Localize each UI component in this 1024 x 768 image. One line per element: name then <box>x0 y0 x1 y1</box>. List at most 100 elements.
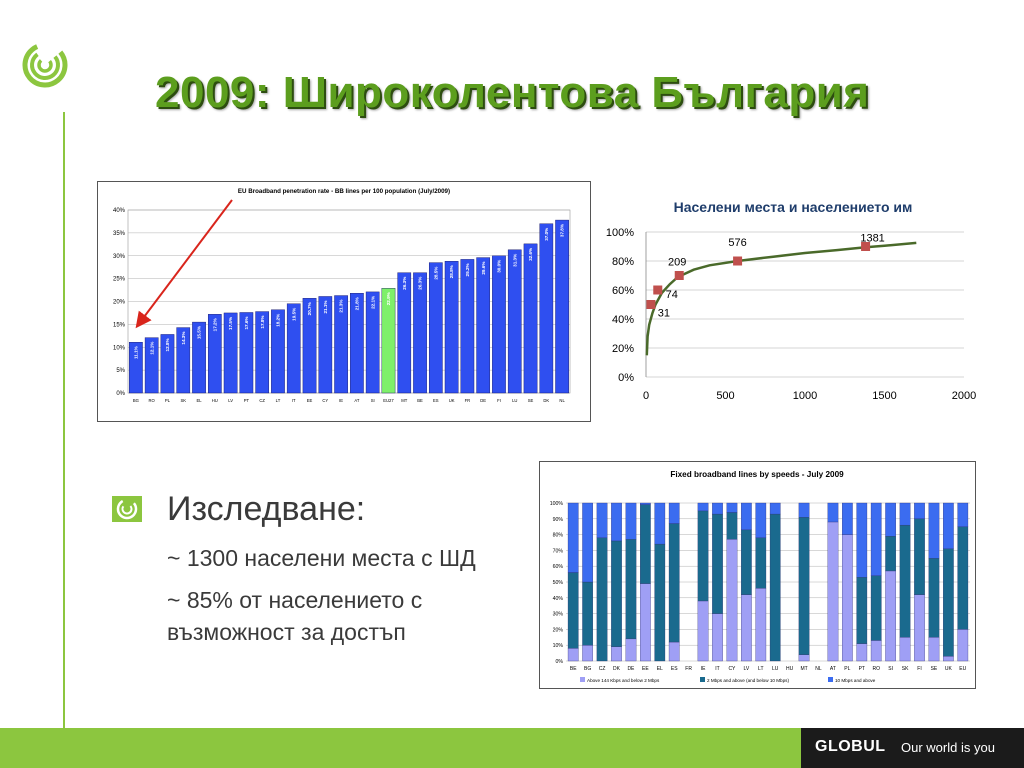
bar <box>523 243 538 394</box>
bar-segment <box>899 502 911 526</box>
x-tick-label: AT <box>830 666 836 672</box>
legend-swatch <box>700 677 705 682</box>
bar-segment <box>870 575 882 641</box>
y-tick-label: 5% <box>116 368 125 374</box>
bar-segment <box>668 641 680 662</box>
bar-segment <box>625 638 637 662</box>
x-tick-label: EU27 <box>383 398 394 403</box>
x-tick-label: PT <box>859 666 865 672</box>
bar-segment <box>928 637 940 662</box>
x-tick-label: LU <box>512 398 517 403</box>
x-tick-label: SI <box>888 666 893 672</box>
bar-segment <box>957 629 969 662</box>
data-label: 21.8% <box>354 297 359 310</box>
bar-segment <box>885 570 896 662</box>
y-tick-label: 40% <box>553 596 564 602</box>
x-tick-label: CY <box>728 666 736 672</box>
data-label: 17.6% <box>244 316 249 329</box>
data-label: 74 <box>666 289 678 301</box>
x-tick-label: NL <box>815 666 822 672</box>
bar-segment <box>928 502 940 559</box>
bar-segment <box>870 640 882 662</box>
accent-vertical-line <box>63 112 65 730</box>
data-label: 14.3% <box>181 332 186 345</box>
bar-segment <box>842 534 853 662</box>
data-label: 29.6% <box>481 262 486 275</box>
x-tick-label: LV <box>743 666 749 672</box>
y-tick-label: 0% <box>556 659 564 665</box>
bar-segment <box>582 502 593 583</box>
bar <box>460 259 475 394</box>
bar <box>129 342 143 394</box>
data-label: 37.0% <box>544 228 549 241</box>
bar-segment <box>943 656 954 662</box>
bar-segment <box>640 504 651 584</box>
data-point <box>861 242 871 251</box>
bar <box>255 311 270 394</box>
x-tick-label: UK <box>449 398 455 403</box>
bar-segment <box>798 517 810 655</box>
bar-segment <box>726 539 738 662</box>
bar-segment <box>899 637 911 662</box>
data-label: 12.8% <box>165 338 170 351</box>
bar-segment <box>567 648 579 662</box>
data-label: 18.2% <box>276 314 281 327</box>
y-tick-label: 0% <box>618 372 634 384</box>
chart-title: EU Broadband penetration rate - BB lines… <box>238 188 450 195</box>
x-tick-label: AT <box>354 398 359 403</box>
data-label: 22.9% <box>386 292 391 305</box>
data-label: 28.8% <box>449 265 454 278</box>
bar <box>444 261 459 394</box>
x-tick-label: FI <box>497 398 501 403</box>
bar-segment <box>769 502 781 515</box>
y-tick-label: 10% <box>113 345 126 351</box>
bar-segment <box>755 502 767 538</box>
y-tick-label: 60% <box>612 285 634 297</box>
x-tick-label: FI <box>917 666 921 672</box>
bar-segment <box>712 513 723 614</box>
y-tick-label: 90% <box>553 517 564 523</box>
bar-segment <box>697 502 709 512</box>
bar <box>476 257 491 394</box>
bullet-sub-item: ~ 85% от населението с възможност за дос… <box>167 587 423 645</box>
bar <box>555 219 569 394</box>
bar-segment <box>914 518 925 595</box>
x-tick-label: SI <box>371 398 375 403</box>
series-line <box>645 241 917 356</box>
bar-segment <box>654 502 666 545</box>
x-tick-label: SK <box>902 666 909 672</box>
x-tick-label: LV <box>228 398 233 403</box>
settlements-chart-svg: Населени места и населението им 0% 20% 40% 6… <box>606 199 976 402</box>
bar <box>350 293 364 394</box>
x-tick-label: FR <box>465 398 471 403</box>
bar-segment <box>741 502 752 531</box>
y-tick-label: 100% <box>606 227 634 239</box>
bar <box>302 298 317 394</box>
slide-title: 2009: Широколентова България <box>155 68 870 117</box>
bar <box>318 296 333 394</box>
data-point <box>674 271 684 280</box>
y-tick-label: 30% <box>113 254 126 260</box>
y-tick-label: 35% <box>113 231 126 237</box>
y-tick-label: 40% <box>612 314 634 326</box>
y-tick-label: 80% <box>553 533 564 539</box>
speeds-chart-svg: Fixed broadband lines by speeds - July 2… <box>550 470 970 683</box>
bar-segment <box>741 594 752 662</box>
x-tick-label: 500 <box>716 390 734 402</box>
y-tick-label: 60% <box>553 564 564 570</box>
bar-segment <box>654 543 666 662</box>
bar <box>144 337 159 394</box>
bar-segment <box>870 502 882 576</box>
x-tick-label: 2000 <box>952 390 976 402</box>
data-label: 31 <box>658 308 670 320</box>
y-tick-label: 20% <box>553 627 564 633</box>
bar-segment <box>741 529 752 595</box>
brand-slogan: Our world is you <box>901 740 995 755</box>
data-label: 21.3% <box>339 300 344 313</box>
data-label: 26.3% <box>418 277 423 290</box>
x-tick-label: CZ <box>259 398 265 403</box>
y-tick-label: 100% <box>550 501 564 507</box>
x-tick-label: DK <box>543 398 549 403</box>
data-label: 12.1% <box>149 342 154 355</box>
bar-segment <box>640 583 651 662</box>
